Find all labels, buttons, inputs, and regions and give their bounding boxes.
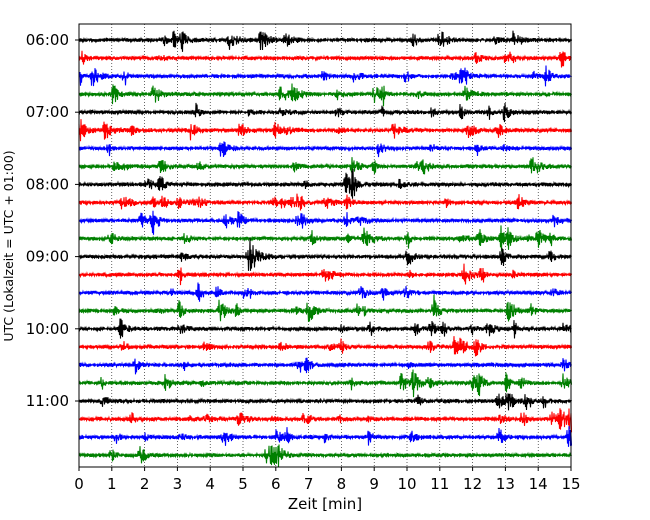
trace-0615 — [78, 50, 572, 68]
x-tick-label: 8 — [337, 475, 347, 493]
trace-1015 — [78, 336, 573, 357]
y-tick-label: 09:00 — [26, 248, 69, 266]
x-tick-label: 2 — [140, 475, 150, 493]
trace-0745 — [78, 157, 573, 175]
trace-0730 — [78, 141, 573, 158]
trace-0600 — [78, 30, 573, 52]
trace-0700 — [78, 102, 573, 123]
plot-frame — [78, 23, 572, 468]
y-axis-label: UTC (Lokalzeit = UTC + 01:00) — [1, 150, 16, 341]
x-tick-label: 10 — [397, 475, 416, 493]
seismogram-traces — [78, 30, 573, 467]
trace-1115 — [78, 408, 573, 433]
x-tick-label: 3 — [173, 475, 183, 493]
trace-1100 — [78, 393, 573, 411]
vertical-grid — [111, 24, 539, 467]
x-tick-label: 7 — [304, 475, 314, 493]
x-tick-label: 14 — [529, 475, 548, 493]
y-tick-label: 08:00 — [26, 175, 69, 193]
x-tick-label: 6 — [271, 475, 281, 493]
trace-0645 — [78, 83, 573, 107]
x-tick-label: 0 — [74, 475, 84, 493]
trace-0900 — [78, 238, 573, 271]
trace-0715 — [78, 119, 573, 142]
y-tick-label: 07:00 — [26, 103, 69, 121]
trace-0815 — [78, 193, 573, 211]
trace-0930 — [78, 282, 573, 302]
trace-0800 — [78, 168, 573, 199]
x-tick-label: 4 — [205, 475, 215, 493]
x-axis-label: Zeit [min] — [288, 495, 362, 513]
trace-1030 — [78, 357, 573, 375]
x-tick-label: 5 — [238, 475, 248, 493]
trace-0945 — [78, 294, 573, 322]
trace-1145 — [78, 444, 572, 467]
x-axis-ticks: 0 1 2 3 4 5 6 7 8 9 10 11 12 13 14 15 — [74, 467, 581, 493]
y-tick-label: 11:00 — [26, 392, 69, 410]
x-tick-label: 11 — [430, 475, 449, 493]
trace-1130 — [78, 426, 573, 447]
trace-0915 — [78, 263, 573, 286]
x-tick-label: 1 — [107, 475, 117, 493]
y-tick-label: 10:00 — [26, 320, 69, 338]
y-tick-label: 06:00 — [26, 31, 69, 49]
trace-0845 — [78, 225, 573, 252]
trace-0830 — [78, 210, 573, 235]
trace-0630 — [78, 65, 572, 87]
trace-1000 — [78, 318, 572, 339]
y-axis-ticks: 06:00 07:00 08:00 09:00 10:00 11:00 — [26, 31, 79, 410]
x-tick-label: 9 — [369, 475, 379, 493]
x-tick-label: 13 — [496, 475, 515, 493]
x-tick-label: 15 — [561, 475, 580, 493]
x-tick-label: 12 — [463, 475, 482, 493]
trace-1045 — [78, 369, 573, 398]
